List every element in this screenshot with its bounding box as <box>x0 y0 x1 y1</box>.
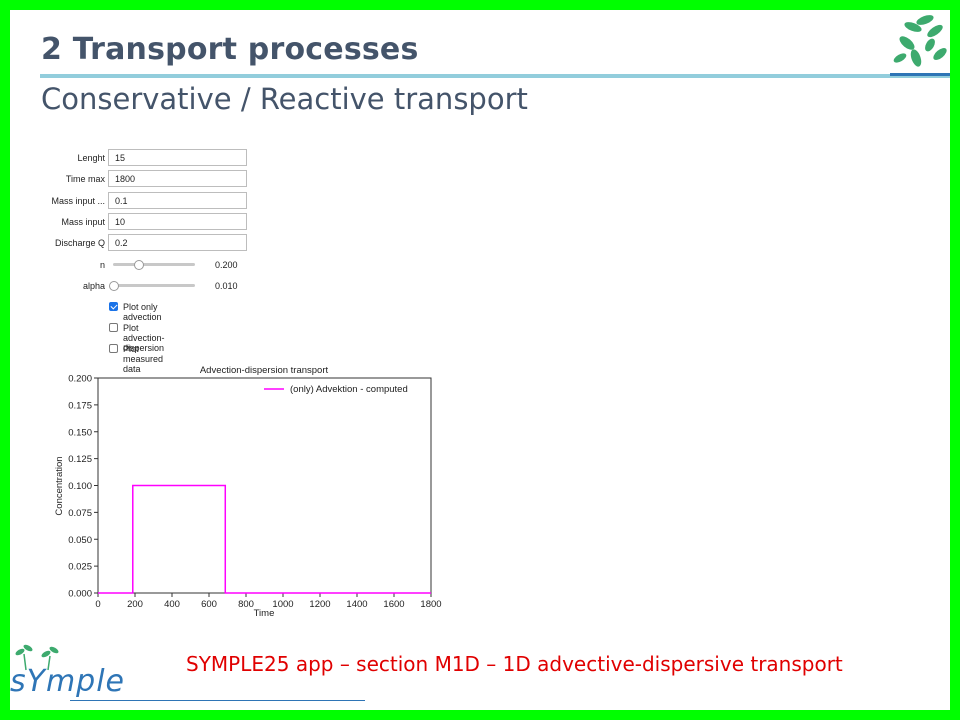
slide: 2 Transport processes Conservative / Rea… <box>10 10 950 710</box>
x-axis-label: Time <box>254 608 275 619</box>
chart-title: Advection-dispersion transport <box>200 365 329 376</box>
plot-measured-data-label: Plot measured data <box>123 344 164 374</box>
y-tick-label: 0.175 <box>68 400 92 411</box>
y-tick-label: 0.000 <box>68 589 92 600</box>
x-tick-label: 400 <box>164 599 180 610</box>
alpha-slider-value: 0.010 <box>215 281 238 291</box>
lenght-label: Lenght <box>77 153 105 163</box>
n-slider-value: 0.200 <box>215 260 238 270</box>
mass-input-input[interactable]: 10 <box>108 213 247 230</box>
y-tick-label: 0.075 <box>68 508 92 519</box>
x-tick-label: 200 <box>127 599 143 610</box>
alpha-slider-track[interactable] <box>113 284 195 287</box>
plot-measured-data-checkbox[interactable] <box>109 344 118 353</box>
y-tick-label: 0.200 <box>68 374 92 385</box>
x-tick-label: 1400 <box>346 599 367 610</box>
x-tick-label: 1600 <box>383 599 404 610</box>
x-tick-label: 1800 <box>420 599 441 610</box>
discharge-q-input[interactable]: 0.2 <box>108 234 247 251</box>
symple-logo-text: sYmple <box>10 664 126 699</box>
plot-only-advection-label: Plot only advection <box>123 302 162 322</box>
x-tick-label: 0 <box>95 599 100 610</box>
y-tick-label: 0.150 <box>68 427 92 438</box>
plot-advection-dispersion-checkbox[interactable] <box>109 323 118 332</box>
plot-only-advection-checkbox[interactable] <box>109 302 118 311</box>
title-underline-accent <box>890 73 950 76</box>
mass-input-time-input[interactable]: 0.1 <box>108 192 247 209</box>
y-axis-label: Concentration <box>54 456 65 515</box>
slide-subtitle: Conservative / Reactive transport <box>41 82 528 116</box>
advection-series-line <box>98 484 431 594</box>
x-tick-label: 600 <box>201 599 217 610</box>
x-tick-label: 1000 <box>272 599 293 610</box>
alpha-slider-label: alpha <box>82 281 105 291</box>
slide-title: 2 Transport processes <box>41 32 419 67</box>
n-slider-label: n <box>99 260 105 270</box>
y-tick-label: 0.050 <box>68 535 92 546</box>
concentration-chart: Advection-dispersion transport 0.000 0.02… <box>54 365 442 619</box>
y-tick-label: 0.100 <box>68 481 92 492</box>
time-max-label: Time max <box>65 174 105 184</box>
x-tick-label: 1200 <box>309 599 330 610</box>
plot-advection-dispersion-label: Plot advection-dispersion <box>123 323 165 353</box>
alpha-slider-thumb[interactable] <box>109 281 119 291</box>
y-tick-label: 0.025 <box>68 562 92 573</box>
y-tick-label: 0.125 <box>68 454 92 465</box>
symple-sprout-icon <box>15 644 59 671</box>
title-underline <box>40 74 950 78</box>
legend-label: (only) Advektion - computed <box>290 384 408 395</box>
footer-rule <box>70 700 365 701</box>
mass-input-time-label: Mass input ... <box>51 196 105 206</box>
footer-caption: SYMPLE25 app – section M1D – 1D advectiv… <box>186 652 843 676</box>
x-tick-label: 800 <box>238 599 254 610</box>
time-max-input[interactable]: 1800 <box>108 170 247 187</box>
n-slider-thumb[interactable] <box>134 260 144 270</box>
lenght-input[interactable]: 15 <box>108 149 247 166</box>
n-slider-track[interactable] <box>113 263 195 266</box>
mass-input-label: Mass input <box>61 217 105 227</box>
discharge-q-label: Discharge Q <box>54 238 105 248</box>
leaves-logo-icon <box>893 15 947 67</box>
